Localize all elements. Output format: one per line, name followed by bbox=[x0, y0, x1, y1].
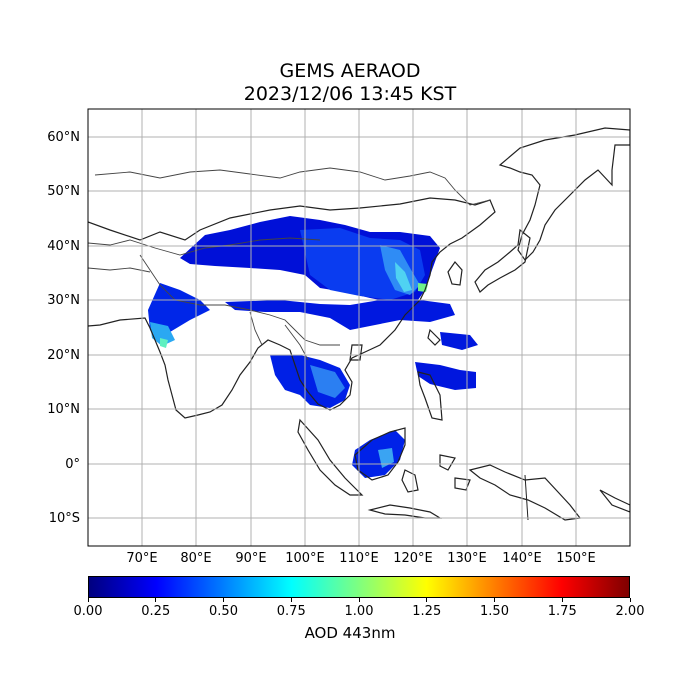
colorbar-tick-label: 0.50 bbox=[209, 604, 238, 619]
colorbar-tick-label: 1.50 bbox=[480, 604, 509, 619]
colorbar-label: AOD 443nm bbox=[304, 624, 396, 642]
colorbar-tick-label: 0.25 bbox=[141, 604, 171, 619]
lon-tick: 130°E bbox=[447, 551, 487, 566]
map-frame bbox=[87, 108, 631, 547]
colorbar bbox=[88, 576, 630, 598]
lat-tick: 40°N bbox=[47, 239, 80, 254]
lon-tick: 80°E bbox=[180, 551, 212, 566]
lat-tick: 10°N bbox=[47, 402, 80, 417]
lat-tick: 20°N bbox=[47, 348, 80, 363]
colorbar-tick-label: 1.75 bbox=[547, 604, 577, 619]
colorbar-tick-mark bbox=[87, 598, 89, 602]
lat-tick: 30°N bbox=[47, 293, 80, 308]
colorbar-tick-mark bbox=[290, 598, 292, 602]
colorbar-tick-label: 1.00 bbox=[344, 604, 374, 619]
lon-tick: 150°E bbox=[556, 551, 596, 566]
colorbar-tick-mark bbox=[155, 598, 157, 602]
lon-tick: 110°E bbox=[339, 551, 379, 566]
colorbar-tick-mark bbox=[358, 598, 360, 602]
colorbar-tick-mark bbox=[561, 598, 563, 602]
map-subtitle: 2023/12/06 13:45 KST bbox=[243, 83, 457, 105]
lon-tick: 90°E bbox=[235, 551, 267, 566]
lat-tick: 50°N bbox=[47, 184, 80, 199]
coastlines bbox=[88, 127, 630, 521]
colorbar-tick-label: 0.75 bbox=[276, 604, 306, 619]
lon-tick: 140°E bbox=[502, 551, 542, 566]
colorbar-tick-mark bbox=[223, 598, 224, 602]
colorbar-tick-label: 0.00 bbox=[73, 604, 103, 619]
lat-tick: 0° bbox=[65, 457, 80, 472]
colorbar-tick-mark bbox=[426, 598, 428, 602]
lon-tick: 120°E bbox=[393, 551, 433, 566]
lon-tick: 70°E bbox=[126, 551, 158, 566]
colorbar-tick-mark bbox=[629, 598, 631, 602]
aod-data-layer bbox=[148, 216, 478, 478]
map-title: GEMS AERAOD bbox=[279, 60, 421, 82]
colorbar-tick-label: 2.00 bbox=[615, 604, 645, 619]
colorbar-tick-mark bbox=[494, 598, 495, 602]
lat-tick: 60°N bbox=[47, 130, 80, 145]
colorbar-tick-label: 1.25 bbox=[412, 604, 442, 619]
lon-tick: 100°E bbox=[285, 551, 325, 566]
lat-tick: 10°S bbox=[48, 511, 80, 526]
map-grid bbox=[88, 109, 630, 546]
